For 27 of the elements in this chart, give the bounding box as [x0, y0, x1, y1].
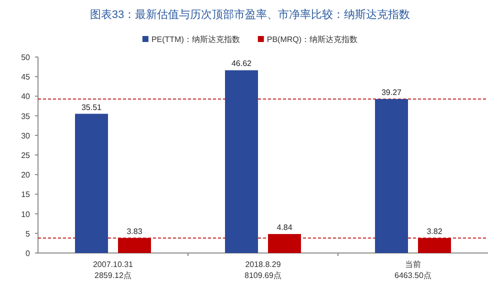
bar — [375, 99, 408, 253]
y-tick-label: 0 — [26, 249, 31, 258]
y-tick-label: 40 — [21, 92, 31, 102]
y-tick-label: 20 — [21, 170, 31, 180]
y-tick-label: 25 — [21, 151, 31, 160]
legend-label: PE(TTM)：纳斯达克指数 — [151, 35, 240, 44]
y-tick-label: 35 — [21, 112, 31, 121]
data-label: 3.82 — [426, 227, 443, 236]
data-label: 4.84 — [276, 223, 293, 232]
x-tick-label: 2018.8.29 8109.69点 — [244, 260, 282, 280]
legend-label: PB(MRQ)：纳斯达克指数 — [266, 35, 358, 44]
y-tick-label: 45 — [21, 72, 31, 82]
bar — [225, 70, 258, 253]
x-tick-label: 2007.10.31 2859.12点 — [92, 260, 134, 280]
bar — [75, 114, 108, 253]
data-label: 39.27 — [381, 88, 402, 98]
y-tick-label: 5 — [26, 229, 31, 238]
x-tick-label: 当前 6463.50点 — [394, 260, 432, 280]
data-label: 3.83 — [126, 226, 143, 236]
data-label: 46.62 — [231, 59, 252, 68]
y-tick-label: 30 — [21, 131, 31, 140]
y-tick-label: 50 — [21, 53, 31, 62]
y-tick-label: 15 — [21, 190, 31, 200]
bar — [268, 234, 301, 253]
data-label: 35.51 — [81, 102, 102, 112]
chart-title: 图表33：最新估值与历次顶部市盈率、市净率比较：纳斯达克指数 — [90, 8, 410, 21]
y-tick-label: 10 — [21, 210, 31, 219]
